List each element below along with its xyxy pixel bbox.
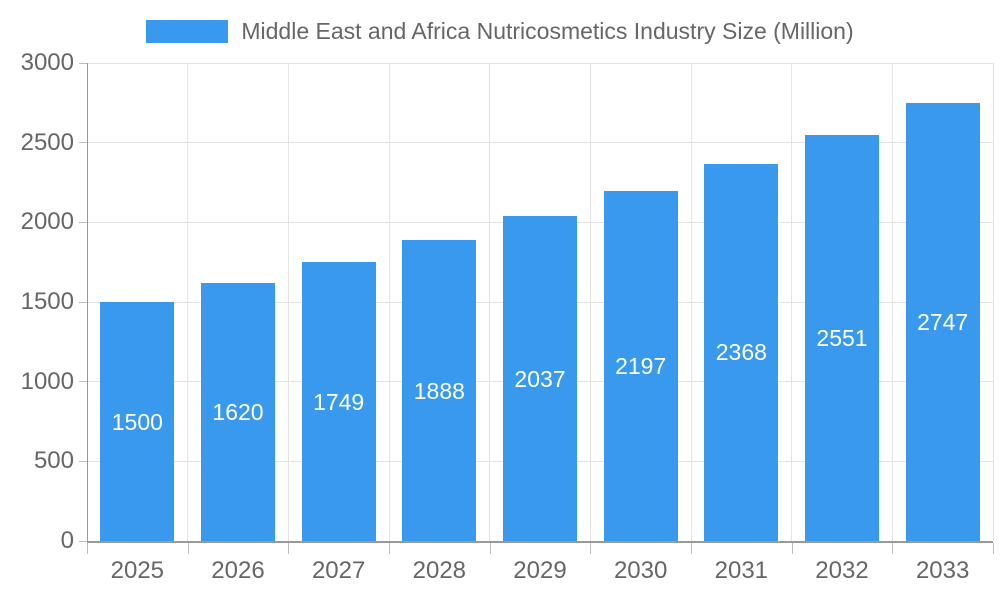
bar-value-label: 2037 <box>514 365 566 392</box>
gridline-vertical <box>489 63 491 541</box>
gridline-vertical <box>992 63 994 541</box>
gridline-horizontal <box>87 142 993 144</box>
bar[interactable] <box>201 282 275 541</box>
bar-value-label: 1500 <box>111 408 163 435</box>
bar[interactable] <box>301 262 376 541</box>
x-axis-tick <box>87 543 88 554</box>
bar[interactable] <box>100 302 175 541</box>
x-axis-line <box>87 541 993 543</box>
legend-label: Middle East and Africa Nutricosmetics In… <box>241 18 854 44</box>
y-axis-line <box>87 63 88 541</box>
bar-value-label: 2551 <box>816 324 868 351</box>
x-axis-tick-label: 2031 <box>714 557 769 584</box>
y-axis-tick-label: 500 <box>33 447 74 475</box>
y-axis-tick <box>79 540 87 542</box>
x-axis-tick <box>590 543 592 554</box>
y-axis-tick-label: 2000 <box>20 208 74 236</box>
gridline-vertical <box>589 63 591 541</box>
gridline-vertical <box>388 63 390 541</box>
bar-value-label: 1749 <box>313 388 365 415</box>
bar[interactable] <box>402 240 477 541</box>
gridline-vertical <box>287 63 289 541</box>
y-axis-tick-label: 3000 <box>20 49 74 76</box>
x-axis-tick-label: 2027 <box>311 557 366 584</box>
x-axis-tick <box>489 543 491 554</box>
bar-value-label: 1888 <box>413 377 465 404</box>
x-axis-tick-label: 2028 <box>412 557 467 584</box>
bar[interactable] <box>905 103 980 541</box>
x-axis-tick <box>791 543 793 554</box>
y-axis-tick-label: 2500 <box>20 128 74 156</box>
y-axis-tick <box>79 221 87 223</box>
y-axis-tick <box>79 381 87 383</box>
x-axis-tick-label: 2030 <box>613 557 668 584</box>
x-axis-tick <box>993 543 994 554</box>
x-axis-tick <box>187 543 189 554</box>
x-axis-tick-label: 2025 <box>110 557 165 584</box>
y-axis-tick <box>79 142 87 144</box>
gridline-horizontal <box>87 62 993 64</box>
x-axis-tick <box>288 543 290 554</box>
x-axis-tick <box>389 543 390 554</box>
gridline-vertical <box>891 63 893 541</box>
x-axis-tick-label: 2029 <box>513 557 567 584</box>
x-axis-tick-label: 2033 <box>915 557 970 584</box>
y-axis-tick <box>79 301 87 303</box>
x-axis-tick-label: 2026 <box>211 557 265 584</box>
y-axis-tick <box>79 460 87 462</box>
x-axis-tick-label: 2032 <box>815 557 869 584</box>
y-axis-tick <box>79 62 87 64</box>
y-axis-tick-label: 1500 <box>20 288 74 315</box>
bar[interactable] <box>704 163 779 541</box>
gridline-vertical <box>791 63 793 541</box>
x-axis-tick <box>892 543 894 554</box>
gridline-vertical <box>187 63 189 541</box>
bar-value-label: 1620 <box>212 398 264 425</box>
chart-legend[interactable]: Middle East and Africa Nutricosmetics In… <box>0 18 1000 45</box>
gridline-vertical <box>690 63 692 541</box>
bar[interactable] <box>805 134 879 541</box>
x-axis-tick <box>691 543 692 554</box>
bar-value-label: 2197 <box>615 352 667 379</box>
bar-value-label: 2368 <box>715 339 767 366</box>
legend-color-swatch <box>146 20 229 43</box>
bar[interactable] <box>503 216 577 541</box>
bar-value-label: 2747 <box>917 309 969 336</box>
y-axis-tick-label: 1000 <box>20 367 74 395</box>
bar[interactable] <box>603 190 678 541</box>
y-axis-tick-label: 0 <box>60 527 74 554</box>
